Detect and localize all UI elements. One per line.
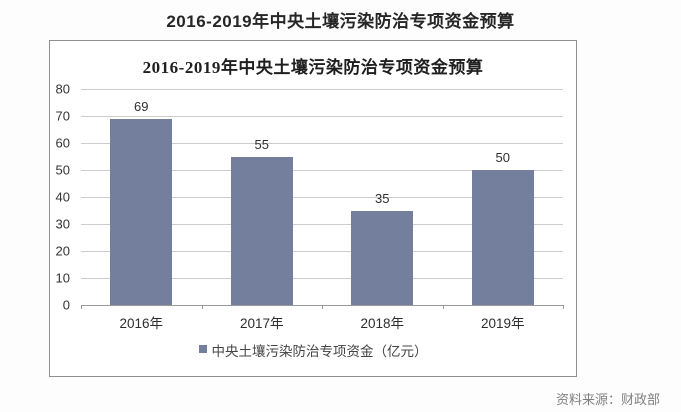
gridline (81, 170, 563, 171)
x-tick-label-2018年: 2018年 (360, 316, 405, 331)
value-label-2019年: 50 (495, 150, 510, 165)
x-axis-tick (81, 305, 82, 309)
legend-label: 中央土壤污染防治专项资金（亿元） (211, 344, 428, 359)
gridline (81, 278, 563, 279)
y-tick-label: 0 (62, 297, 70, 313)
y-tick-label: 50 (55, 162, 70, 178)
gridline (81, 89, 563, 90)
legend-marker-icon (198, 345, 207, 353)
gridline (81, 251, 563, 252)
x-axis-tick (442, 305, 444, 309)
x-tick-label-2019年: 2019年 (480, 316, 525, 331)
x-axis-tick (201, 305, 203, 309)
y-tick-label: 20 (55, 243, 70, 259)
y-tick-label: 40 (55, 189, 70, 205)
x-tick-label-2017年: 2017年 (239, 316, 284, 331)
chart-frame: 2016-2019年中央土壤污染防治专项资金预算 0 10 20 30 40 50 60 70… (49, 40, 577, 377)
value-label-2016年: 69 (134, 98, 149, 114)
bar-2019年 (471, 170, 534, 305)
gridline (81, 224, 563, 225)
gridline (81, 143, 563, 144)
y-tick-label: 30 (55, 216, 70, 232)
plot-area: 0 10 20 30 40 50 60 70 80 69 2016年 55 2017年 35 2018年 50… (56, 83, 564, 331)
bar-2016年 (110, 118, 173, 305)
y-tick-label: 10 (55, 270, 70, 286)
value-label-2017年: 55 (254, 136, 269, 152)
bar-2018年 (351, 210, 414, 305)
x-axis-tick (563, 305, 564, 309)
chart-title: 2016-2019年中央土壤污染防治专项资金预算 (142, 58, 484, 77)
data-source: 资料来源：财政部 (555, 392, 660, 407)
chart-legend: 中央土壤污染防治专项资金（亿元） (50, 340, 576, 360)
gridline (81, 116, 563, 117)
value-label-2018年: 35 (375, 190, 390, 206)
gridline (81, 197, 563, 198)
y-tick-label: 80 (55, 81, 70, 97)
y-tick-label: 60 (55, 135, 70, 151)
x-tick-label-2016年: 2016年 (119, 316, 164, 331)
bar-2017年 (230, 156, 293, 305)
y-tick-label: 70 (55, 108, 70, 124)
x-axis-tick (322, 305, 323, 309)
page-title: 2016-2019年中央土壤污染防治专项资金预算 (166, 12, 515, 31)
